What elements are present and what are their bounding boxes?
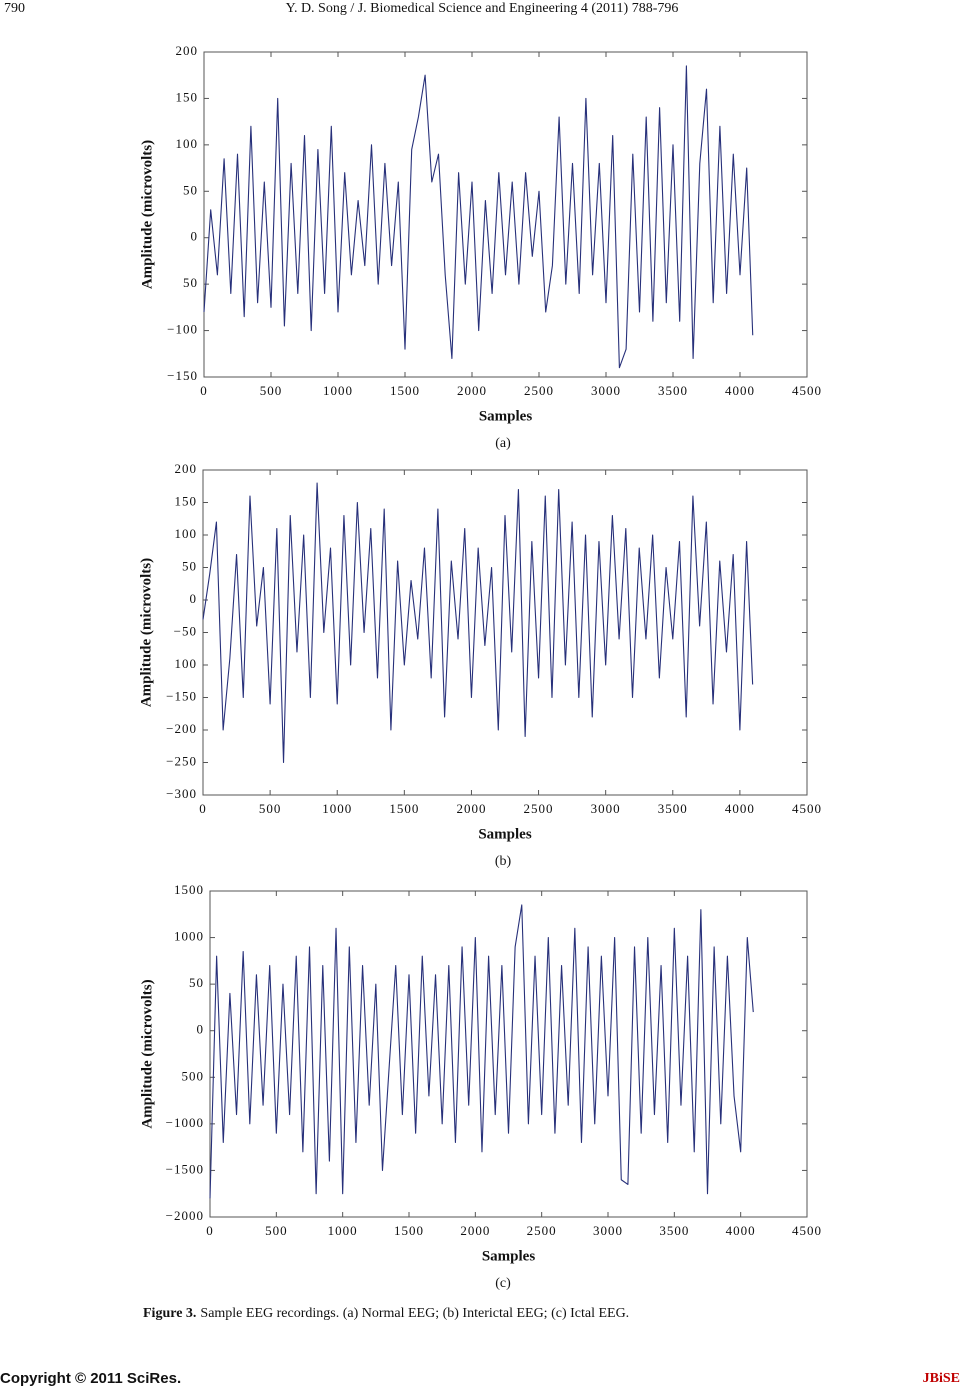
x-axis-label: Samples (478, 826, 532, 842)
x-tick-label: 4000 (725, 801, 755, 816)
figure-caption: Figure 3. Sample EEG recordings. (a) Norm… (143, 1306, 629, 1321)
y-tick-label: 0 (197, 1022, 205, 1037)
y-tick-label: 1000 (174, 929, 204, 944)
plot-frame (203, 51, 808, 378)
x-tick-label: 2000 (457, 383, 487, 398)
x-tick-label: 3500 (659, 1223, 689, 1238)
y-tick-label: −150 (166, 688, 197, 703)
x-tick-label: 4000 (726, 1223, 756, 1238)
y-axis-label: Amplitude (microvolts) (139, 140, 155, 289)
y-tick-label: 150 (176, 89, 199, 104)
y-tick-label: −2000 (166, 1208, 204, 1223)
y-tick-label: 0 (190, 591, 198, 606)
y-tick-label: 50 (182, 558, 197, 573)
x-tick-label: 3500 (658, 383, 688, 398)
page-number: 790 (4, 1, 25, 16)
subfigure-caption: (c) (495, 1276, 511, 1291)
x-axis-label: Samples (482, 1248, 536, 1264)
caption-text: Sample EEG recordings. (a) Normal EEG; (… (200, 1306, 629, 1321)
y-tick-label: 50 (183, 275, 198, 290)
x-tick-label: 3000 (591, 383, 621, 398)
y-tick-label: −150 (167, 368, 198, 383)
y-tick-label: −1000 (166, 1115, 204, 1130)
y-tick-label: −200 (166, 721, 197, 736)
x-tick-label: 1500 (389, 801, 419, 816)
x-tick-label: 1500 (394, 1223, 424, 1238)
x-tick-label: 2500 (524, 383, 554, 398)
y-tick-label: 100 (176, 136, 199, 151)
y-tick-label: 200 (176, 43, 199, 58)
eeg-line (202, 482, 754, 764)
x-tick-label: 0 (206, 1223, 214, 1238)
y-tick-label: −100 (167, 322, 198, 337)
y-tick-label: 150 (175, 493, 198, 508)
x-tick-label: 4500 (792, 801, 822, 816)
y-tick-label: −250 (166, 753, 197, 768)
y-tick-label: 100 (175, 656, 198, 671)
x-tick-label: 2500 (524, 801, 554, 816)
eeg-line (203, 65, 754, 369)
x-tick-label: 2500 (527, 1223, 557, 1238)
x-tick-label: 1000 (322, 801, 352, 816)
x-tick-label: 3500 (658, 801, 688, 816)
plot-frame (209, 890, 808, 1218)
caption-label: Figure 3. (143, 1306, 196, 1321)
x-tick-label: 500 (259, 801, 282, 816)
x-tick-label: 2000 (460, 1223, 490, 1238)
eeg-line (209, 904, 754, 1199)
x-tick-label: 3000 (591, 801, 621, 816)
subfigure-caption: (b) (495, 854, 512, 869)
x-tick-label: 4500 (792, 1223, 822, 1238)
y-tick-label: −1500 (166, 1161, 204, 1176)
x-tick-label: 1000 (323, 383, 353, 398)
x-tick-label: 2000 (456, 801, 486, 816)
x-tick-label: 3000 (593, 1223, 623, 1238)
y-tick-label: 100 (175, 526, 198, 541)
y-tick-label: −50 (174, 623, 197, 638)
x-tick-label: 500 (265, 1223, 288, 1238)
y-tick-label: 50 (183, 182, 198, 197)
x-axis-label: Samples (479, 408, 533, 424)
x-tick-label: 4500 (792, 383, 822, 398)
y-axis-label: Amplitude (microvolts) (138, 558, 154, 707)
x-tick-label: 1500 (390, 383, 420, 398)
running-title: Y. D. Song / J. Biomedical Science and E… (286, 1, 679, 16)
y-tick-label: 0 (191, 229, 199, 244)
copyright: Copyright © 2011 SciRes. (0, 1370, 181, 1386)
y-tick-label: 500 (182, 1068, 205, 1083)
x-tick-label: 4000 (725, 383, 755, 398)
x-tick-label: 0 (200, 383, 208, 398)
x-tick-label: 0 (199, 801, 207, 816)
y-tick-label: 1500 (174, 882, 204, 897)
x-tick-label: 500 (260, 383, 283, 398)
y-tick-label: 50 (189, 975, 204, 990)
y-tick-label: 200 (175, 461, 198, 476)
x-tick-label: 1000 (328, 1223, 358, 1238)
subfigure-caption: (a) (495, 436, 511, 451)
y-axis-label: Amplitude (microvolts) (139, 979, 155, 1128)
journal: JBiSE (923, 1371, 960, 1386)
y-tick-label: −300 (166, 786, 197, 801)
